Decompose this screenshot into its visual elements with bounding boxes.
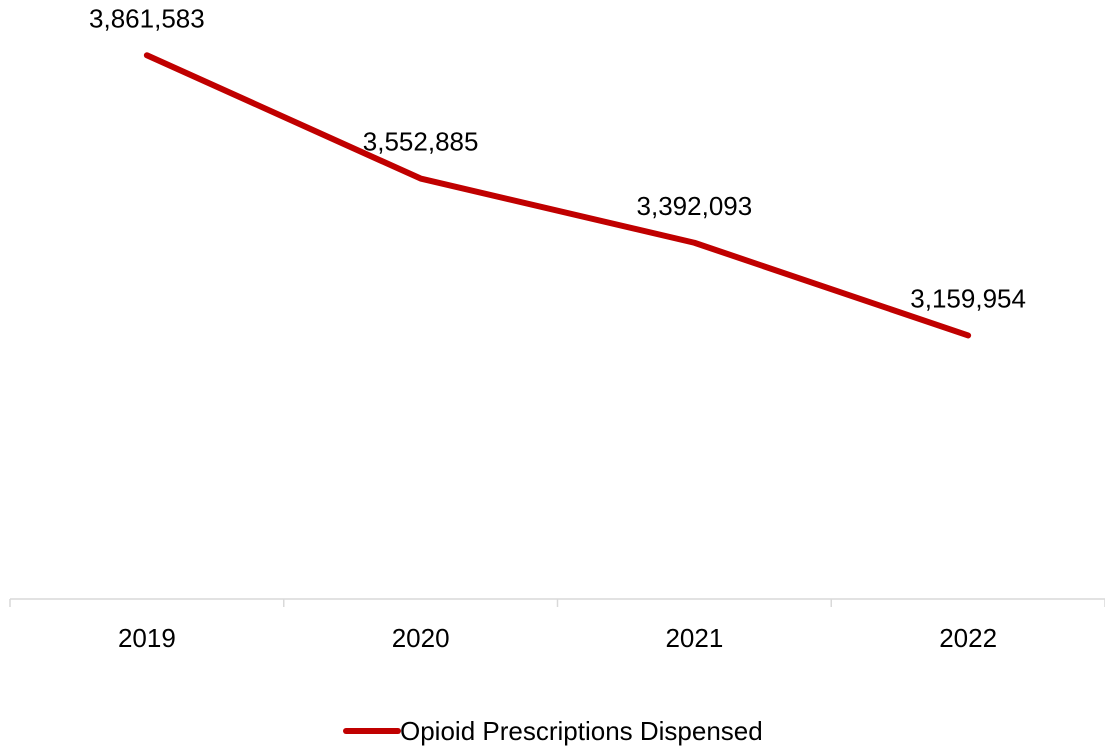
- series-group: [143, 52, 972, 339]
- data-label: 3,861,583: [89, 3, 205, 33]
- x-tick-label: 2022: [939, 623, 997, 653]
- x-axis: 2019 2020 2021 2022: [9, 598, 1105, 653]
- data-labels: 3,861,583 3,552,885 3,392,093 3,159,954: [89, 3, 1026, 313]
- legend-label: Opioid Prescriptions Dispensed: [400, 716, 763, 746]
- x-tick-label: 2019: [118, 623, 176, 653]
- data-label: 3,392,093: [637, 191, 753, 221]
- legend: Opioid Prescriptions Dispensed: [343, 716, 763, 746]
- data-label: 3,552,885: [363, 127, 479, 157]
- data-label: 3,159,954: [910, 283, 1026, 313]
- x-tick-label: 2021: [665, 623, 723, 653]
- series-line: [143, 52, 972, 339]
- x-tick-label: 2020: [392, 623, 450, 653]
